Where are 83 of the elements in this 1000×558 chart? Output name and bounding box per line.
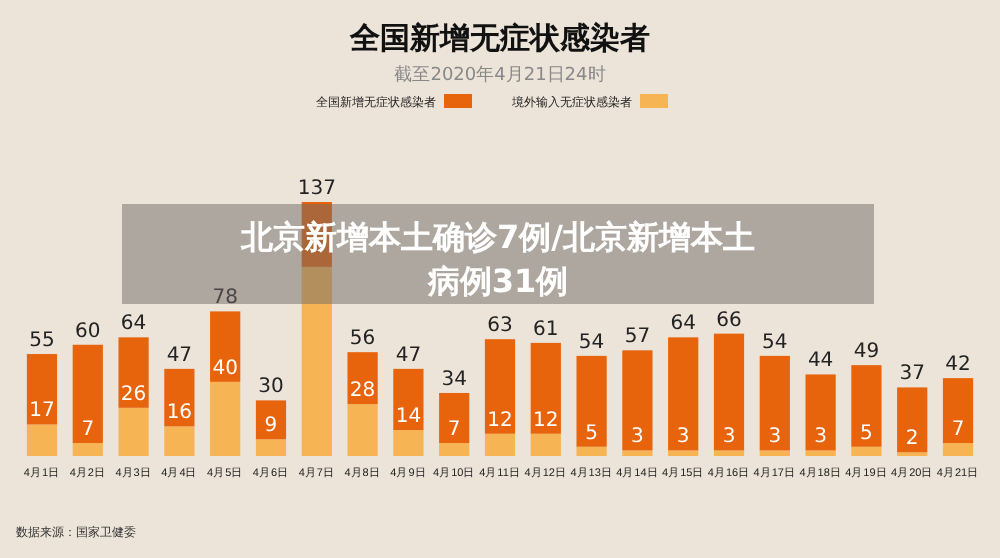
total-label: 63: [487, 315, 513, 338]
total-label: 64: [120, 313, 147, 336]
bar: [72, 443, 103, 456]
bar: [713, 450, 745, 456]
bar: [72, 344, 103, 444]
bar: [851, 365, 882, 447]
total-label: 78: [212, 287, 238, 310]
total-label: 55: [29, 330, 55, 353]
data-label: 5: [585, 422, 598, 445]
total-label: 56: [349, 328, 376, 351]
total-label: 37: [899, 363, 925, 386]
data-label: 12: [533, 409, 559, 432]
bar: [255, 400, 287, 440]
total-label: 64: [670, 313, 696, 336]
bar: [942, 378, 974, 444]
bar: [393, 430, 424, 456]
data-label: 40: [212, 357, 238, 380]
bar: [622, 350, 653, 451]
bar: [622, 450, 653, 456]
bar: [942, 443, 974, 456]
data-label: 26: [120, 383, 147, 406]
total-label: 47: [395, 344, 422, 367]
bar: [118, 337, 149, 408]
chart-title: 全国新增无症状感染者: [348, 20, 650, 56]
data-label: 5: [860, 422, 873, 445]
total-label: 60: [75, 320, 101, 343]
total-label: 42: [945, 354, 971, 377]
bar: [393, 368, 424, 431]
total-label: 54: [762, 331, 788, 354]
bar: [118, 407, 149, 456]
bar: [576, 446, 607, 456]
data-label: 17: [29, 400, 55, 423]
bar: [713, 333, 745, 451]
bar: [668, 450, 699, 456]
bar: [255, 439, 287, 456]
bar: [530, 342, 561, 434]
bar: [851, 446, 882, 456]
bar: [210, 381, 241, 456]
data-label: 9: [264, 415, 278, 438]
total-label: 30: [258, 376, 284, 399]
data-label: 12: [487, 409, 513, 432]
data-label: 3: [768, 426, 782, 449]
data-label: 16: [166, 402, 193, 425]
data-label: 7: [81, 419, 95, 442]
data-label: 2: [905, 428, 919, 451]
total-label: 137: [297, 178, 336, 200]
bar: [439, 443, 470, 456]
bar: [26, 424, 58, 456]
data-label: 7: [447, 419, 461, 442]
total-label: 57: [624, 326, 651, 349]
bar: [210, 311, 241, 382]
total-label: 66: [716, 309, 742, 332]
bar: [897, 387, 928, 453]
bar: [301, 266, 332, 456]
total-label: 44: [807, 350, 834, 373]
bar: [347, 352, 378, 405]
data-label: 3: [722, 426, 736, 449]
bar: [805, 374, 836, 451]
total-label: 34: [441, 368, 467, 391]
data-label: 28: [349, 380, 376, 403]
bar: [759, 450, 790, 456]
total-label: 47: [166, 344, 193, 367]
bar: [530, 433, 561, 456]
bar: [759, 355, 790, 451]
bar: [26, 354, 58, 425]
total-label: 49: [853, 341, 880, 364]
data-label: 3: [814, 426, 827, 449]
bar: [347, 404, 378, 456]
data-label: 14: [395, 406, 422, 429]
data-label: 7: [951, 419, 965, 442]
bar: [164, 368, 195, 427]
total-label: 61: [533, 318, 559, 341]
bar: [484, 433, 516, 456]
bar: [668, 337, 699, 451]
total-label: 54: [578, 331, 605, 354]
data-label: 3: [676, 426, 690, 449]
bar: [576, 355, 607, 447]
bar: [439, 392, 470, 444]
bar: [164, 426, 195, 456]
bar: [805, 450, 836, 456]
chart-subtitle: 截至2020年4月21日24时: [394, 64, 606, 86]
data-label: 3: [631, 426, 644, 449]
bar: [484, 339, 516, 434]
